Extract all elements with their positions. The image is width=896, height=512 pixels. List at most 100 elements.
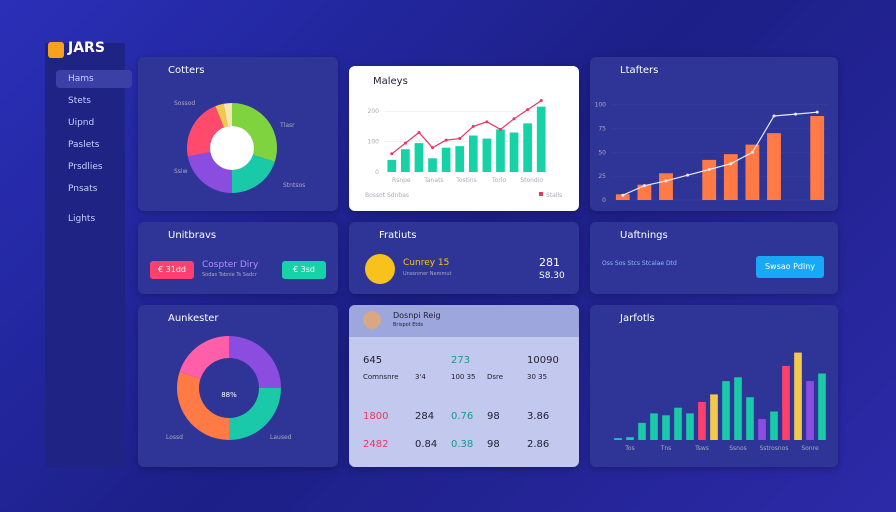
- avatar: [363, 311, 381, 329]
- donut-label: Ssiw: [174, 168, 188, 175]
- nav-item: Pnsats: [68, 184, 98, 194]
- line-point: [431, 146, 435, 150]
- bar: [662, 415, 670, 440]
- table-cell: 10090: [527, 355, 559, 366]
- panel: Maleys 0 100 200 Rsnpe Tanats Tostins Torlo Ston…: [349, 66, 579, 211]
- donut-segment: [177, 371, 229, 440]
- bar: [536, 106, 546, 172]
- table-cell: Dsre: [487, 373, 504, 381]
- bar: [441, 147, 451, 172]
- bar: [782, 365, 790, 440]
- bar: [638, 422, 646, 440]
- bar: [659, 173, 673, 200]
- y-tick-label: 200: [368, 108, 380, 115]
- table-cell: 2482: [363, 439, 389, 450]
- y-tick-label: 0: [602, 197, 606, 204]
- bar: [734, 377, 742, 440]
- bar: [686, 413, 694, 440]
- table-cell: 0.76: [451, 411, 474, 422]
- bar: [455, 146, 465, 172]
- y-tick-label: 100: [368, 139, 380, 146]
- donut-label: Lossd: [166, 434, 183, 441]
- donut-segment: [187, 106, 224, 157]
- table-cell: 273: [451, 355, 471, 366]
- line-point: [750, 150, 754, 154]
- chart: Sossod Tlasr Ssiw Stntsos: [174, 100, 305, 193]
- nav-item: Lights: [68, 214, 96, 224]
- bar: [722, 381, 730, 440]
- nav-item: Prsdlies: [68, 162, 103, 172]
- panel: Fratiuts Cunrey 15 Unssnmer Nemmut 281 S…: [349, 222, 579, 294]
- donut-segment: [229, 388, 281, 440]
- nav-item: Hams: [56, 70, 132, 88]
- bar: [674, 407, 682, 440]
- panel-title: Jarfotls: [620, 313, 655, 324]
- logo: [48, 42, 64, 58]
- line-point: [772, 114, 776, 118]
- nav-item: Uipnd: [68, 118, 95, 128]
- panel-title: Maleys: [373, 76, 408, 87]
- x-tick-label: Sstrosnos: [759, 445, 788, 452]
- panel: Ltafters 0 25 50 75 100: [590, 57, 838, 211]
- x-tick-label: Tsws: [694, 445, 709, 452]
- bar: [626, 437, 634, 440]
- x-tick-label: Torlo: [491, 177, 506, 184]
- bar: [482, 138, 492, 172]
- bar: [615, 194, 630, 200]
- table-cell: 0.84: [415, 439, 438, 450]
- chart: 0 100 200 Rsnpe Tanats Tostins Torlo Stondio Bos…: [365, 99, 562, 199]
- line-point: [729, 162, 733, 166]
- y-tick-label: 75: [598, 125, 606, 132]
- bar: [468, 135, 478, 172]
- bar: [806, 381, 814, 440]
- bar: [746, 397, 754, 440]
- bar: [523, 123, 532, 172]
- panel-title: Aunkester: [168, 313, 219, 324]
- table-cell: 284: [415, 411, 435, 422]
- table-cell: 2.86: [527, 439, 550, 450]
- donut-segment: [215, 103, 228, 128]
- chart: Tos Tns Tsws Ssnos Sstrosnos Sonre: [614, 352, 826, 452]
- table-cell: 645: [363, 355, 383, 366]
- line: [391, 100, 542, 155]
- panel-title: Ltafters: [620, 65, 659, 76]
- donut-segment: [232, 154, 275, 193]
- line-point: [794, 112, 798, 116]
- table-cell: 100 35: [451, 373, 476, 381]
- donut-center: 88%: [221, 391, 237, 399]
- label: Brispot Etds: [393, 322, 424, 328]
- bar: [794, 352, 802, 440]
- line-point: [485, 120, 489, 124]
- table-cell: Comnsnre: [363, 373, 399, 381]
- button[interactable]: € 31dd: [150, 261, 194, 279]
- line-point: [707, 167, 711, 171]
- line-point: [471, 124, 475, 128]
- line-point: [498, 127, 502, 131]
- button[interactable]: € 3sd: [282, 261, 326, 279]
- bar: [496, 129, 505, 172]
- x-tick-label: Stondio: [520, 177, 543, 184]
- table-cell: 3'4: [415, 373, 426, 381]
- table-cell: 30 35: [527, 373, 548, 381]
- bar: [401, 149, 410, 172]
- line-point: [621, 193, 625, 197]
- label: Unssnmer Nemmut: [403, 271, 452, 277]
- button[interactable]: Swsao Pdlny: [756, 256, 824, 278]
- nav-item: Paslets: [68, 140, 100, 150]
- line-point: [526, 108, 530, 112]
- donut-label: Stntsos: [283, 182, 305, 189]
- panel-title: Cotters: [168, 65, 205, 76]
- legend-entry: Stalls: [546, 192, 562, 199]
- sidebar: [45, 43, 125, 468]
- line-point: [642, 184, 646, 188]
- bar: [702, 159, 717, 200]
- chart: 0 25 50 75 100: [595, 102, 828, 204]
- table-cell: 0.38: [451, 439, 474, 450]
- bar: [818, 373, 826, 440]
- chart: 88% Lossd Laused: [166, 336, 292, 441]
- line-point: [444, 138, 448, 142]
- line-point: [417, 130, 421, 134]
- bar: [758, 419, 766, 440]
- bar: [650, 413, 658, 440]
